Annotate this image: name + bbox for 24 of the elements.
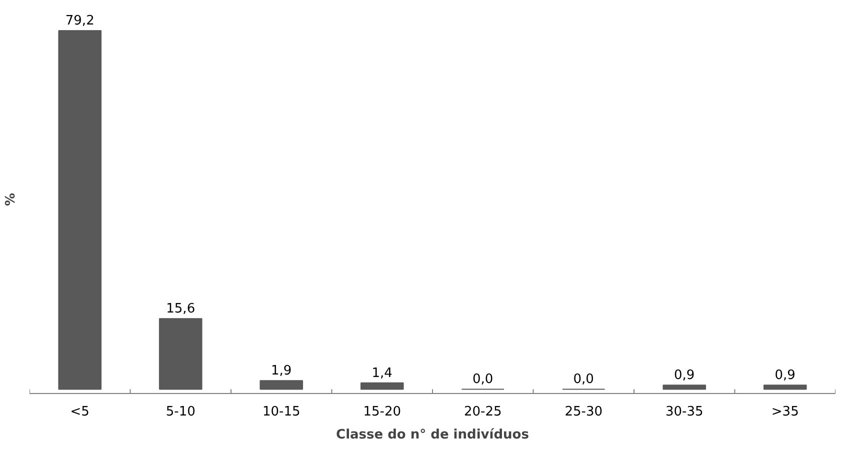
data-label: 15,6 <box>166 302 196 317</box>
data-label: 79,2 <box>65 14 94 29</box>
data-label: 1,9 <box>271 364 292 379</box>
x-tick-label: 5-10 <box>166 404 196 420</box>
x-tick-label: 10-15 <box>262 404 300 420</box>
x-axis-title: Classe do n° de indivíduos <box>336 428 530 442</box>
bar <box>260 380 304 390</box>
bar <box>58 30 102 390</box>
data-label: 1,4 <box>372 366 392 381</box>
x-tick-label: 25-30 <box>564 404 603 420</box>
x-tick-label: 20-25 <box>464 404 502 420</box>
x-tick-label: >35 <box>771 404 799 420</box>
data-label: 0,0 <box>573 372 594 388</box>
data-label: 0,9 <box>674 368 695 384</box>
bar <box>662 384 706 390</box>
bar <box>763 384 807 390</box>
data-label: 0,9 <box>774 368 796 384</box>
data-label: 0,0 <box>472 372 494 388</box>
x-tick-label: 30-35 <box>665 404 704 420</box>
bar <box>158 318 202 390</box>
bar <box>360 382 404 390</box>
y-axis-title: % <box>4 192 18 206</box>
x-tick-label: 15-20 <box>363 404 402 420</box>
x-tick-label: <5 <box>70 404 90 420</box>
